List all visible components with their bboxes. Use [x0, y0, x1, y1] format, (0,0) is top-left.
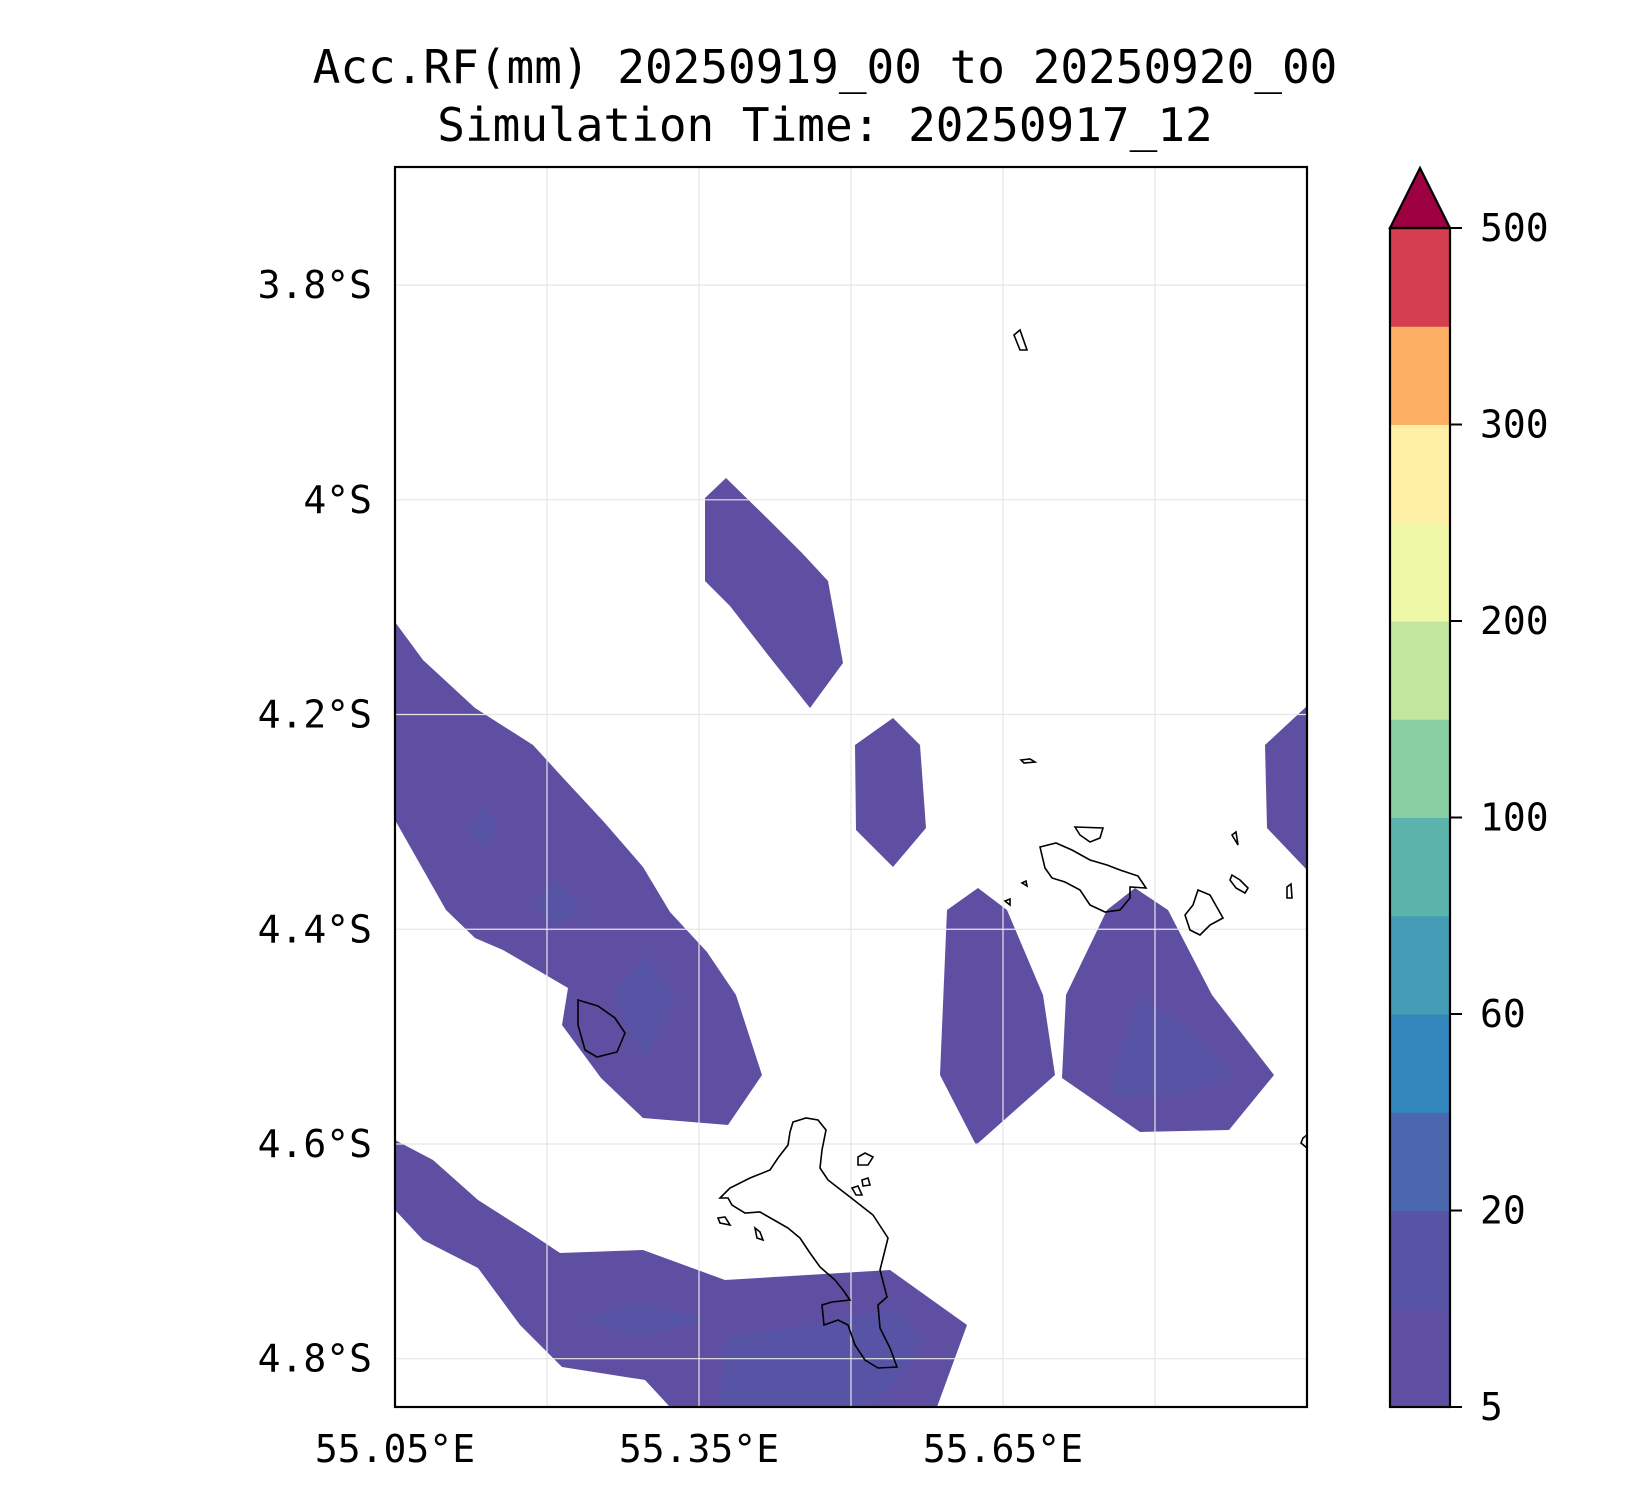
rainfall-layer-10-20	[470, 805, 1232, 1407]
x-tick-label: 55.05°E	[315, 1427, 475, 1471]
coastline-mahe	[718, 1117, 899, 1369]
rainfall-patch-5	[1113, 998, 1232, 1098]
colorbar-tick-label: 200	[1480, 599, 1549, 643]
colorbar: 5 20 60 100 200 300 500	[1388, 165, 1549, 1429]
colorbar-tick-label: 300	[1480, 403, 1549, 447]
colorbar-segment	[1390, 719, 1450, 818]
colorbar-segment	[1390, 915, 1450, 1015]
rainfall-band-north	[705, 478, 843, 708]
rainfall-patch-6	[718, 1308, 920, 1407]
coastline-islet-4	[1020, 879, 1029, 888]
colorbar-segment	[1390, 522, 1450, 622]
coastline-islet-6	[1230, 830, 1239, 846]
map-frame	[393, 165, 1309, 1409]
colorbar-segment	[1390, 817, 1450, 917]
chart-subtitle: Simulation Time: 20250917_12	[437, 98, 1213, 152]
colorbar-segment	[1390, 1014, 1450, 1113]
rainfall-cell-east-2	[1062, 888, 1274, 1132]
coastline-felicite	[1229, 873, 1250, 895]
y-axis: 3.8°S 4°S 4.2°S 4.4°S 4.6°S 4.8°S	[258, 263, 372, 1381]
coastline-islet-9	[857, 1152, 875, 1166]
y-tick-label: 4.4°S	[258, 907, 372, 951]
rainfall-cell-far-east	[1265, 706, 1307, 870]
colorbar-segment	[1390, 228, 1450, 327]
coastline-la-digue	[1184, 888, 1225, 936]
colorbar-segment	[1390, 1308, 1450, 1408]
colorbar-tick-label: 5	[1480, 1385, 1503, 1429]
rainfall-patch-1	[470, 805, 498, 848]
coastline-silhouette	[577, 998, 626, 1058]
coastline-islet-13	[753, 1226, 765, 1242]
coastline-islet-7	[1286, 882, 1293, 899]
coastline-islet-2	[1019, 758, 1038, 764]
rainfall-band-west	[395, 622, 762, 1125]
colorbar-segment	[1390, 621, 1450, 720]
colorbar-segment	[1390, 424, 1450, 524]
rainfall-layer-5-10	[395, 478, 1307, 1407]
coastline-islet-12	[716, 1216, 732, 1227]
map-grid	[395, 167, 1307, 1407]
rainfall-patch-3	[613, 955, 675, 1060]
coastline-islet-3	[1073, 826, 1105, 843]
map-area	[395, 167, 1307, 1407]
rainfall-patch-2	[533, 880, 583, 925]
colorbar-segment	[1390, 326, 1450, 425]
colorbar-tick-label: 500	[1480, 206, 1549, 250]
chart-title: Acc.RF(mm) 20250919_00 to 20250920_00	[312, 40, 1338, 94]
colorbar-tick-label: 100	[1480, 796, 1549, 840]
rainfall-cell-center	[855, 718, 926, 867]
coastline-islet-11	[861, 1176, 872, 1187]
rainfall-cell-east-1	[940, 888, 1055, 1145]
colorbar-tick-label: 60	[1480, 992, 1526, 1036]
colorbar-extend-arrow	[1388, 165, 1452, 230]
coastline-islet-1	[1013, 328, 1029, 351]
x-tick-label: 55.65°E	[923, 1427, 1083, 1471]
rainfall-patch-4	[580, 1303, 705, 1337]
coastline-islet-5	[1003, 897, 1011, 907]
coastline-islet-8	[1300, 1134, 1307, 1150]
y-tick-label: 4.6°S	[258, 1122, 372, 1166]
y-tick-label: 4.2°S	[258, 693, 372, 737]
y-tick-label: 3.8°S	[258, 263, 372, 307]
colorbar-segment	[1390, 1210, 1450, 1310]
coastlines	[577, 328, 1307, 1369]
colorbar-segment	[1390, 1112, 1450, 1211]
colorbar-tick-label: 20	[1480, 1189, 1526, 1233]
x-axis: 55.05°E 55.35°E 55.65°E	[315, 1427, 1083, 1471]
y-tick-label: 4°S	[303, 478, 372, 522]
coastline-islet-10	[850, 1185, 864, 1196]
coastline-praslin	[1039, 842, 1148, 913]
y-tick-label: 4.8°S	[258, 1337, 372, 1381]
x-tick-label: 55.35°E	[619, 1427, 779, 1471]
